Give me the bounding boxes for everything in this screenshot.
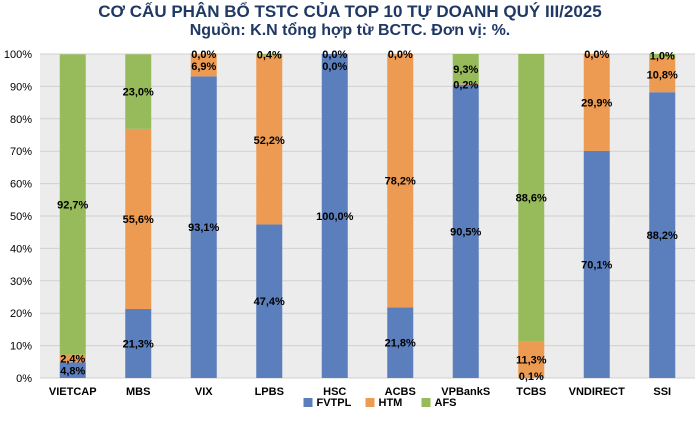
data-label: 23,0% [123, 87, 154, 99]
bar-fvtpl [125, 308, 152, 378]
bar-afs [649, 54, 676, 58]
legend-label-afs: AFS [435, 397, 457, 409]
bar-htm [649, 57, 676, 93]
data-label: 88,6% [516, 193, 547, 205]
data-label: 21,3% [123, 338, 154, 350]
data-label: 0,0% [388, 49, 413, 61]
y-tick-label: 50% [10, 211, 32, 223]
data-label: 92,7% [57, 199, 88, 211]
data-label: 21,8% [385, 338, 416, 350]
y-tick-label: 100% [4, 49, 32, 61]
y-tick-label: 20% [10, 308, 32, 320]
legend-swatch-htm [365, 398, 375, 407]
bar-fvtpl [256, 224, 283, 378]
data-label: 11,3% [516, 354, 547, 366]
bar-htm [256, 55, 283, 225]
bar-afs [256, 54, 283, 56]
y-tick-label: 70% [10, 146, 32, 158]
bar-fvtpl [583, 150, 610, 378]
x-tick-label: HSC [323, 386, 346, 398]
data-label: 29,9% [581, 97, 612, 109]
bar-afs [125, 54, 152, 129]
data-label: 0,2% [453, 79, 478, 91]
data-label: 52,2% [254, 135, 285, 147]
bar-afs [518, 54, 545, 342]
chart-subtitle: Nguồn: K.N tổng hợp từ BCTC. Đơn vị: %. [189, 22, 511, 39]
data-label: 0,0% [584, 49, 609, 61]
y-tick-label: 10% [10, 341, 32, 353]
x-tick-label: ACBS [385, 386, 416, 398]
legend-swatch-fvtpl [303, 398, 313, 407]
y-tick-label: 40% [10, 243, 32, 255]
data-label: 78,2% [385, 176, 416, 188]
x-tick-label: VIETCAP [49, 386, 97, 398]
x-tick-label: TCBS [516, 386, 546, 398]
y-tick-label: 60% [10, 179, 32, 191]
data-label: 4,8% [60, 366, 85, 378]
data-label: 47,4% [254, 296, 285, 308]
data-label: 0,0% [322, 61, 347, 73]
y-tick-label: 30% [10, 276, 32, 288]
bar-htm [125, 128, 152, 309]
data-label: 1,0% [650, 51, 675, 63]
data-label: 93,1% [188, 222, 219, 234]
data-label: 0,0% [191, 49, 216, 61]
chart-title: CƠ CẤU PHÂN BỔ TSTC CỦA TOP 10 TỰ DOANH … [98, 2, 602, 21]
bar-fvtpl [387, 307, 414, 378]
bar-fvtpl [649, 92, 676, 379]
data-label: 55,6% [123, 214, 154, 226]
data-label: 88,2% [647, 230, 678, 242]
data-label: 0,4% [257, 50, 282, 62]
bar-fvtpl [321, 54, 348, 378]
bar-fvtpl [190, 76, 217, 378]
legend-swatch-afs [421, 398, 431, 407]
legend-label-fvtpl: FVTPL [317, 397, 352, 409]
x-tick-label: VNDIRECT [569, 386, 626, 398]
bar-htm [452, 84, 479, 85]
legend-label-htm: HTM [379, 397, 403, 409]
bar-afs [59, 54, 86, 355]
bar-htm [583, 54, 610, 151]
bar-fvtpl [59, 362, 86, 378]
bar-fvtpl [452, 84, 479, 378]
data-label: 9,3% [453, 64, 478, 76]
data-label: 70,1% [581, 259, 612, 271]
data-label: 6,9% [191, 61, 216, 73]
bar-htm [387, 54, 414, 308]
bar-htm [59, 354, 86, 363]
y-tick-label: 80% [10, 114, 32, 126]
x-tick-label: SSI [653, 386, 671, 398]
bar-htm [190, 54, 217, 77]
data-label: 0,1% [519, 371, 544, 383]
data-label: 100,0% [316, 211, 354, 223]
data-label: 2,4% [60, 354, 85, 366]
x-tick-label: LPBS [255, 386, 284, 398]
data-label: 90,5% [450, 226, 481, 238]
x-tick-label: VPBankS [441, 386, 490, 398]
data-label: 0,0% [322, 49, 347, 61]
bar-htm [518, 341, 545, 378]
data-label: 10,8% [647, 70, 678, 82]
bar-afs [452, 54, 479, 85]
y-tick-label: 0% [16, 373, 32, 385]
y-tick-label: 90% [10, 81, 32, 93]
x-tick-label: MBS [126, 386, 150, 398]
x-tick-label: VIX [195, 386, 213, 398]
